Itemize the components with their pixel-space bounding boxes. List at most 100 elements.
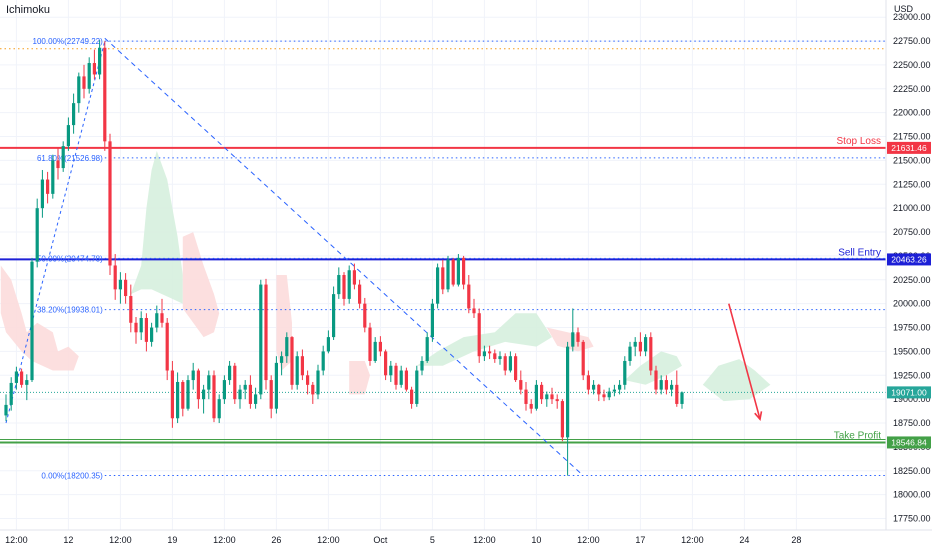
candle-body bbox=[14, 371, 18, 383]
candle-body bbox=[628, 346, 632, 361]
candle-body bbox=[456, 257, 460, 285]
candle-body bbox=[134, 322, 138, 333]
y-tick-label: 22500.00 bbox=[893, 60, 931, 70]
candle-body bbox=[202, 389, 206, 400]
candle-body bbox=[321, 351, 325, 371]
candle-body bbox=[545, 394, 549, 400]
candle-body bbox=[482, 351, 486, 357]
candle-body bbox=[644, 337, 648, 352]
candle-body bbox=[623, 360, 627, 385]
candle-body bbox=[228, 365, 232, 381]
y-tick-label: 19750.00 bbox=[893, 323, 931, 333]
x-tick-label: 5 bbox=[430, 535, 435, 545]
candle-body bbox=[633, 341, 637, 347]
x-tick-label: 10 bbox=[531, 535, 541, 545]
candle-body bbox=[212, 375, 216, 419]
time-axis[interactable]: 12:00 12 12:00 19 12:00 26 12:00 Oct 5 12:00 10 12:… bbox=[5, 535, 801, 545]
candle-body bbox=[529, 403, 533, 409]
candle-body bbox=[425, 337, 429, 361]
y-tick-label: 22750.00 bbox=[893, 36, 931, 46]
candle-body bbox=[508, 356, 512, 371]
downtrend-line[interactable] bbox=[104, 37, 584, 476]
candle-body bbox=[144, 318, 148, 342]
candle-body bbox=[274, 362, 278, 409]
candle-body bbox=[347, 270, 351, 299]
candle-body bbox=[30, 261, 34, 381]
x-tick-label: 28 bbox=[791, 535, 801, 545]
x-tick-label: 12:00 bbox=[109, 535, 132, 545]
y-tick-label: 21250.00 bbox=[893, 179, 931, 189]
cloud-region bbox=[546, 327, 594, 352]
cloud-region bbox=[349, 361, 370, 395]
candle-body bbox=[238, 389, 242, 400]
y-tick-label: 22250.00 bbox=[893, 84, 931, 94]
candle-body bbox=[108, 141, 112, 266]
candle-body bbox=[290, 337, 294, 385]
x-tick-label: 12 bbox=[63, 535, 73, 545]
candle-body bbox=[358, 284, 362, 304]
candle-body bbox=[113, 265, 117, 290]
candle-body bbox=[519, 380, 523, 390]
forecast-arrow[interactable] bbox=[728, 303, 763, 422]
y-tick-label: 18750.00 bbox=[893, 418, 931, 428]
x-tick-label: 12:00 bbox=[681, 535, 704, 545]
candle-body bbox=[436, 267, 440, 304]
fib-level-label: 61.80%(21526.98) bbox=[37, 154, 103, 163]
candle-body bbox=[430, 303, 434, 338]
candle-body bbox=[534, 384, 538, 409]
candle-body bbox=[191, 370, 195, 381]
candle-body bbox=[337, 275, 341, 295]
candle-body bbox=[368, 327, 372, 361]
candle-body bbox=[373, 341, 377, 361]
candle-body bbox=[680, 392, 684, 404]
candle-body bbox=[72, 103, 76, 126]
candle-body bbox=[269, 380, 273, 409]
candle-body bbox=[399, 370, 403, 385]
fib-level-label: 100.00%(22749.22) bbox=[33, 37, 104, 46]
price-badge-text: 21631.46 bbox=[891, 143, 927, 153]
candle-body bbox=[51, 160, 55, 194]
candle-body bbox=[300, 356, 304, 376]
y-tick-label: 19500.00 bbox=[893, 346, 931, 356]
candle-body bbox=[77, 76, 81, 104]
x-tick-label: Oct bbox=[373, 535, 388, 545]
sell-entry-label: Sell Entry bbox=[838, 247, 881, 258]
last-price-badge bbox=[887, 386, 931, 399]
ichimoku-cloud bbox=[0, 150, 771, 402]
candle-body bbox=[555, 399, 559, 402]
candle-body bbox=[306, 375, 310, 385]
candle-body bbox=[35, 208, 39, 262]
fib-level-label: 50.00%(20474.78) bbox=[37, 254, 103, 263]
candle-body bbox=[129, 296, 133, 323]
x-tick-label: 12:00 bbox=[213, 535, 236, 545]
candle-body bbox=[66, 125, 70, 147]
x-tick-label: 19 bbox=[167, 535, 177, 545]
candle-body bbox=[498, 356, 502, 360]
candle-body bbox=[160, 313, 164, 323]
candle-body bbox=[181, 381, 185, 409]
candle-body bbox=[9, 382, 13, 405]
candle-body bbox=[446, 259, 450, 290]
candle-body bbox=[384, 351, 388, 376]
candle-body bbox=[654, 370, 658, 390]
candle-body bbox=[670, 384, 674, 390]
candle-body bbox=[493, 353, 497, 360]
candle-body bbox=[259, 284, 263, 395]
candle-body bbox=[233, 365, 237, 400]
trendline[interactable] bbox=[5, 37, 584, 476]
cloud-region bbox=[624, 351, 682, 385]
y-tick-label: 17750.00 bbox=[893, 514, 931, 524]
price-badge-text: 18546.84 bbox=[891, 437, 927, 447]
candle-body bbox=[295, 356, 299, 385]
y-tick-label: 23000.00 bbox=[893, 12, 931, 22]
candle-body bbox=[118, 279, 122, 290]
candle-body bbox=[607, 391, 611, 398]
candle-body bbox=[82, 76, 86, 89]
indicator-title: Ichimoku bbox=[6, 4, 51, 16]
y-tick-label: 22000.00 bbox=[893, 108, 931, 118]
candlestick-series bbox=[4, 40, 684, 476]
stop-loss-price-badge bbox=[887, 141, 931, 154]
candle-body bbox=[581, 341, 585, 376]
candle-body bbox=[139, 318, 143, 333]
